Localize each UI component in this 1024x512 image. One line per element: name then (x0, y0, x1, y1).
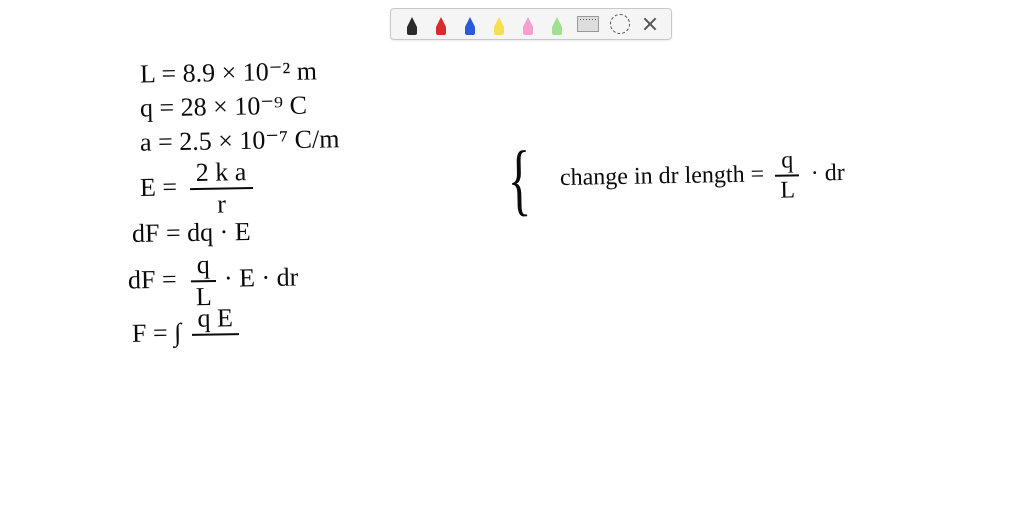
frac-den (206, 335, 225, 363)
drawing-toolbar (390, 8, 672, 40)
eq-F-frac: q E (191, 305, 239, 364)
eq-E-frac: 2 k a r (190, 159, 254, 218)
hl-pink[interactable] (519, 13, 537, 35)
pen-tip (523, 17, 533, 27)
pen-body (523, 27, 533, 35)
pen-body (465, 27, 475, 35)
pen-tip (494, 17, 504, 27)
hl-green[interactable] (548, 13, 566, 35)
pen-body (494, 27, 504, 35)
pen-blue[interactable] (461, 13, 479, 35)
pen-body (436, 27, 446, 35)
pen-black[interactable] (403, 13, 421, 35)
pen-body (552, 27, 562, 35)
annot-text: change in dr length = (560, 161, 765, 191)
annot-frac: q L (774, 148, 802, 202)
close-icon[interactable] (641, 15, 659, 33)
eq-dF2-tail: · E · dr (224, 262, 299, 292)
eq-E-lhs: E = (140, 172, 184, 202)
eq-line-a: a = 2.5 × 10⁻⁷ C/m (140, 124, 340, 157)
eq-F-head: F = ∫ (132, 318, 182, 348)
frac-den: L (774, 176, 801, 202)
pen-tip (407, 17, 417, 27)
eq-dF2-frac: q L (189, 252, 218, 310)
eq-line-q: q = 28 × 10⁻⁹ C (140, 91, 307, 124)
ruler-tool[interactable] (577, 16, 599, 32)
eq-line-dF2: dF = q L · E · dr (128, 251, 299, 312)
eq-line-E: E = 2 k a r (140, 159, 254, 219)
pen-red[interactable] (432, 13, 450, 35)
pen-tip (552, 17, 562, 27)
frac-den: r (211, 189, 232, 217)
annotation-line: change in dr length = q L · dr (560, 148, 846, 207)
curly-brace-icon: { (507, 139, 532, 220)
lasso-icon[interactable] (610, 14, 630, 34)
frac-num: q E (191, 305, 239, 336)
eq-line-L: L = 8.9 × 10⁻² m (140, 56, 317, 89)
eq-line-F: F = ∫ q E (132, 305, 240, 365)
hl-yellow[interactable] (490, 13, 508, 35)
frac-num: q (191, 252, 217, 282)
frac-num: q (775, 148, 799, 176)
eq-line-dF1: dF = dq · E (132, 217, 251, 249)
eq-dF2-lhs: dF = (128, 264, 184, 294)
annot-tail: · dr (811, 160, 845, 187)
frac-num: 2 k a (190, 159, 253, 190)
pen-tip (436, 17, 446, 27)
pen-tip (465, 17, 475, 27)
pen-body (407, 27, 417, 35)
